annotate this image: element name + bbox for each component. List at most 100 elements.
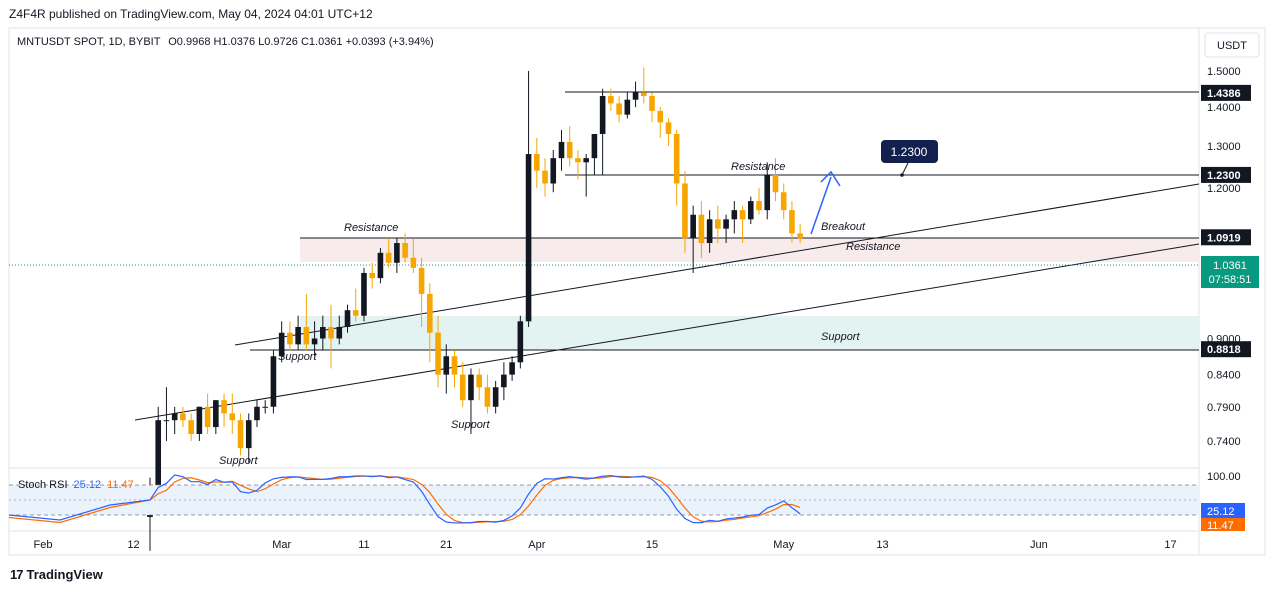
candle-body xyxy=(756,201,762,211)
time-tick-label: 15 xyxy=(646,539,658,551)
candle-body xyxy=(204,406,211,428)
candle-body xyxy=(188,420,194,434)
level-tags: 1.4386 1.2300 1.0919 0.8818 xyxy=(1201,84,1251,358)
stoch-rsi-label: Stoch RSI xyxy=(18,479,68,491)
candle-body xyxy=(517,321,524,363)
tradingview-logo[interactable]: 17 TradingView xyxy=(10,567,103,582)
candle-body xyxy=(369,272,375,279)
candle-body xyxy=(673,133,680,184)
time-tick-label: 12 xyxy=(127,539,139,551)
breakout-arrowhead xyxy=(820,170,841,187)
price-tick-label: 0.7900 xyxy=(1207,402,1241,414)
candle-body xyxy=(715,219,721,229)
candle-body xyxy=(616,103,622,115)
candle-body xyxy=(665,122,672,134)
candle-body xyxy=(682,183,688,239)
candle-body xyxy=(270,356,277,407)
current-price-tag xyxy=(1201,256,1259,288)
countdown-value: 07:58:51 xyxy=(1209,274,1252,286)
candle-body xyxy=(509,362,515,375)
candle-body xyxy=(245,420,252,449)
target-dot xyxy=(900,173,904,177)
target-callout-text: 1.2300 xyxy=(891,145,928,159)
target-callout[interactable] xyxy=(881,140,938,163)
current-price-value: 1.0361 xyxy=(1213,260,1247,272)
candle-body xyxy=(295,326,301,345)
candle-body xyxy=(402,243,408,258)
resistance-zone xyxy=(300,238,1199,262)
candle-body xyxy=(278,332,285,357)
time-tick-label: 21 xyxy=(440,539,452,551)
candle-body xyxy=(632,92,639,100)
candle-body xyxy=(476,374,482,388)
candles-group xyxy=(147,67,803,551)
stoch-k-tag xyxy=(1201,503,1245,518)
level-tag-text: 1.2300 xyxy=(1207,170,1241,182)
breakout-label: Breakout xyxy=(821,221,866,233)
candle-body xyxy=(566,141,573,159)
candle-body xyxy=(698,214,705,244)
candle-body xyxy=(764,174,771,211)
time-tick-label: May xyxy=(773,539,794,551)
candle-body xyxy=(492,387,499,407)
support-label-march: Support xyxy=(278,351,317,363)
candle-body xyxy=(262,406,269,408)
candle-body xyxy=(608,96,614,104)
candle-body xyxy=(468,374,474,401)
candle-body xyxy=(163,420,170,422)
candle-body xyxy=(377,252,384,279)
stoch-k-legend: 25.12 xyxy=(74,479,102,491)
resistance-label-left: Resistance xyxy=(344,222,398,234)
candle-body xyxy=(196,406,203,434)
symbol-title[interactable]: MNTUSDT SPOT, 1D, BYBIT O0.9968 H1.0376 L… xyxy=(17,36,434,48)
candle-body xyxy=(418,267,425,294)
support-label-right: Support xyxy=(821,331,860,343)
candle-body xyxy=(747,201,754,220)
candle-body xyxy=(542,170,548,184)
currency-button[interactable] xyxy=(1204,32,1260,58)
candle-body xyxy=(311,338,318,345)
price-tick-label: 1.3000 xyxy=(1207,141,1241,153)
candle-body xyxy=(328,326,334,339)
candle-body xyxy=(320,326,326,339)
candle-body xyxy=(394,243,400,263)
candle-body xyxy=(352,310,359,316)
candle-body xyxy=(459,374,466,401)
lower-trendline[interactable] xyxy=(134,243,1200,421)
candle-body xyxy=(797,233,803,239)
tradingview-mark-icon: 17 xyxy=(10,567,24,582)
stoch-rsi-title[interactable]: Stoch RSI 25.12 11.47 xyxy=(18,479,134,491)
candle-body xyxy=(731,210,738,220)
candle-body xyxy=(739,210,746,220)
time-tick-label: 13 xyxy=(876,539,888,551)
price-axis-ticks: 1.50001.40001.30001.20000.90000.84000.79… xyxy=(1207,66,1241,448)
target-callout-pointer xyxy=(901,162,909,176)
stoch-d-tag-text: 11.47 xyxy=(1207,520,1234,532)
candle-body xyxy=(221,400,227,414)
support-label-feb: Support xyxy=(219,455,258,467)
candle-body xyxy=(534,154,540,171)
resistance-label-upper: Resistance xyxy=(731,161,785,173)
ohlc-values: O0.9968 H1.0376 L0.9726 C1.0361 +0.0393 … xyxy=(168,36,433,48)
candle-body xyxy=(575,158,581,163)
price-tick-label: 0.8400 xyxy=(1207,370,1241,382)
time-tick-label: 11 xyxy=(358,539,369,551)
candle-body xyxy=(213,400,219,428)
candle-body xyxy=(361,272,367,316)
chart-frame xyxy=(8,27,1266,556)
stoch-k-tag-text: 25.12 xyxy=(1207,506,1235,518)
breakout-arrow[interactable] xyxy=(810,176,832,235)
candle-body xyxy=(649,96,655,111)
candle-body xyxy=(583,158,589,163)
level-tag xyxy=(1201,229,1251,246)
candle-body xyxy=(155,420,162,486)
candle-body xyxy=(254,406,260,421)
price-tick-label: 1.5000 xyxy=(1207,66,1241,78)
level-tag xyxy=(1201,341,1251,358)
candle-body xyxy=(171,413,178,421)
level-tag-text: 1.4386 xyxy=(1207,88,1241,100)
candle-body xyxy=(303,326,310,345)
candle-body xyxy=(591,133,598,159)
candle-body xyxy=(657,110,664,123)
